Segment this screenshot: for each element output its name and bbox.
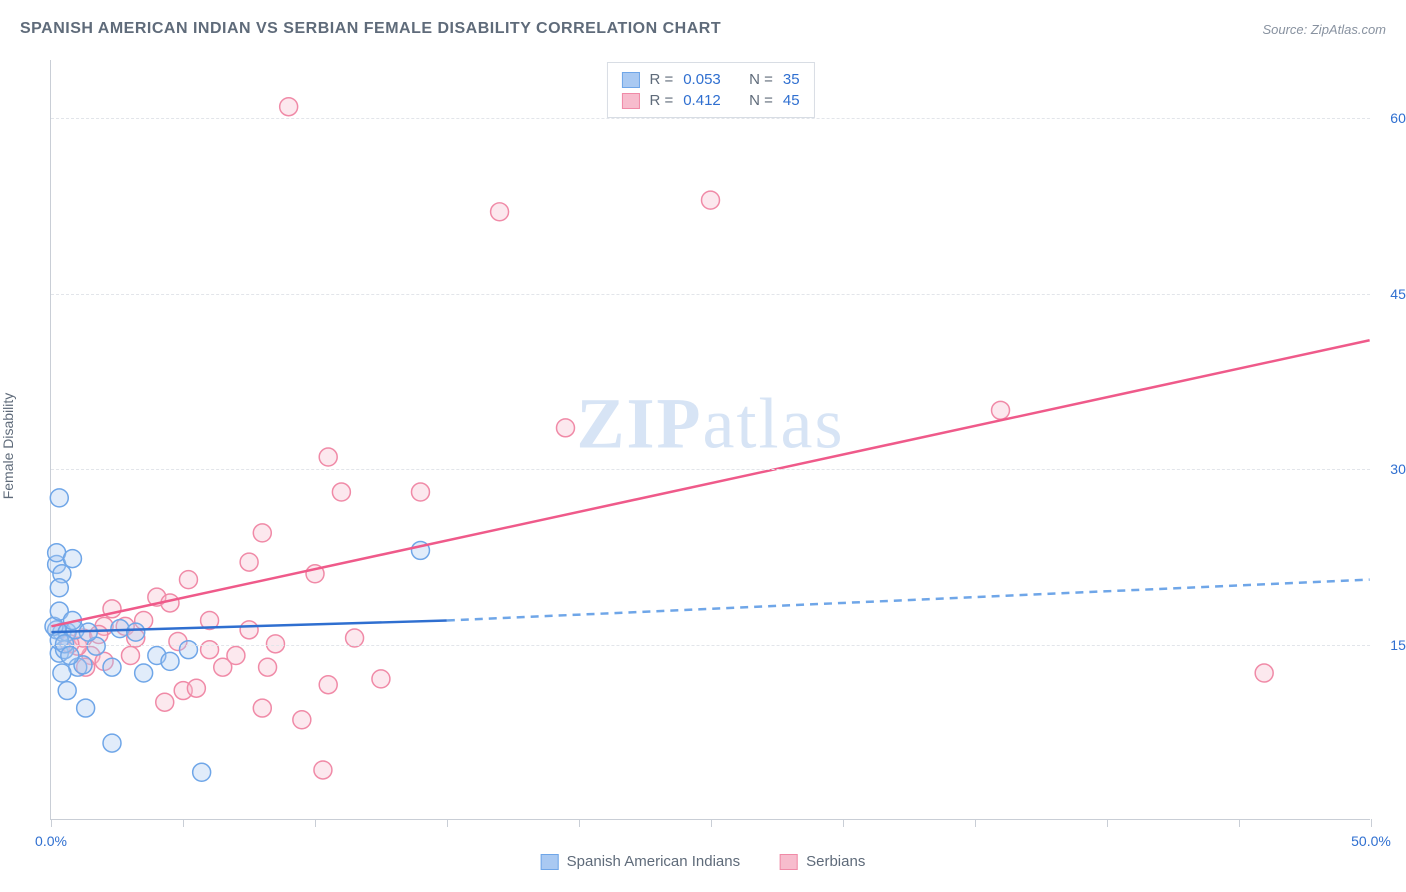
legend-item-series-b: Serbians	[780, 853, 865, 870]
r-label: R =	[649, 71, 673, 88]
data-point	[179, 571, 197, 589]
swatch-series-b-icon	[780, 854, 798, 870]
x-tick	[1107, 819, 1108, 827]
data-point	[319, 448, 337, 466]
legend-label-b: Serbians	[806, 853, 865, 870]
data-point	[702, 191, 720, 209]
data-point	[240, 553, 258, 571]
data-point	[372, 670, 390, 688]
y-tick-label: 15.0%	[1375, 637, 1406, 653]
data-point	[135, 664, 153, 682]
legend-item-series-a: Spanish American Indians	[541, 853, 740, 870]
data-point	[127, 623, 145, 641]
n-value-b: 45	[783, 92, 800, 109]
n-value-a: 35	[783, 71, 800, 88]
x-tick	[315, 819, 316, 827]
data-point	[53, 664, 71, 682]
trend-line	[447, 580, 1370, 621]
data-point	[332, 483, 350, 501]
swatch-series-a	[621, 72, 639, 88]
x-tick	[447, 819, 448, 827]
trend-line	[51, 340, 1369, 626]
data-point	[557, 419, 575, 437]
legend-row-series-a: R = 0.053 N = 35	[621, 69, 799, 90]
legend-label-a: Spanish American Indians	[567, 853, 740, 870]
data-point	[314, 761, 332, 779]
series-legend: Spanish American Indians Serbians	[531, 849, 876, 874]
data-point	[61, 647, 79, 665]
chart-title: SPANISH AMERICAN INDIAN VS SERBIAN FEMAL…	[20, 20, 721, 38]
data-point	[491, 203, 509, 221]
n-label: N =	[749, 71, 773, 88]
data-point	[240, 621, 258, 639]
data-point	[193, 763, 211, 781]
gridline	[51, 645, 1370, 646]
legend-row-series-b: R = 0.412 N = 45	[621, 90, 799, 111]
y-tick-label: 60.0%	[1375, 110, 1406, 126]
r-label: R =	[649, 92, 673, 109]
data-point	[77, 699, 95, 717]
data-point	[103, 734, 121, 752]
data-point	[319, 676, 337, 694]
data-point	[187, 679, 205, 697]
x-tick	[843, 819, 844, 827]
data-point	[111, 620, 129, 638]
scatter-svg	[51, 60, 1370, 819]
data-point	[411, 483, 429, 501]
x-tick	[1371, 819, 1372, 827]
source-attribution: Source: ZipAtlas.com	[1262, 22, 1386, 37]
n-label: N =	[749, 92, 773, 109]
r-value-b: 0.412	[683, 92, 721, 109]
x-tick-label: 50.0%	[1351, 833, 1391, 849]
data-point	[156, 693, 174, 711]
data-point	[253, 524, 271, 542]
data-point	[227, 647, 245, 665]
data-point	[992, 401, 1010, 419]
gridline	[51, 118, 1370, 119]
chart-container: SPANISH AMERICAN INDIAN VS SERBIAN FEMAL…	[0, 0, 1406, 892]
y-axis-label: Female Disability	[0, 393, 16, 500]
gridline	[51, 294, 1370, 295]
x-tick	[975, 819, 976, 827]
x-tick	[183, 819, 184, 827]
x-tick	[579, 819, 580, 827]
x-tick	[1239, 819, 1240, 827]
data-point	[201, 641, 219, 659]
swatch-series-b	[621, 93, 639, 109]
data-point	[280, 98, 298, 116]
data-point	[103, 658, 121, 676]
data-point	[293, 711, 311, 729]
data-point	[259, 658, 277, 676]
data-point	[1255, 664, 1273, 682]
data-point	[161, 652, 179, 670]
data-point	[50, 579, 68, 597]
y-tick-label: 30.0%	[1375, 461, 1406, 477]
data-point	[121, 647, 139, 665]
title-bar: SPANISH AMERICAN INDIAN VS SERBIAN FEMAL…	[20, 20, 1386, 38]
y-tick-label: 45.0%	[1375, 286, 1406, 302]
data-point	[58, 682, 76, 700]
data-point	[179, 641, 197, 659]
r-value-a: 0.053	[683, 71, 721, 88]
data-point	[50, 489, 68, 507]
data-point	[63, 550, 81, 568]
correlation-legend: R = 0.053 N = 35 R = 0.412 N = 45	[606, 62, 814, 118]
data-point	[253, 699, 271, 717]
x-tick-label: 0.0%	[35, 833, 67, 849]
gridline	[51, 469, 1370, 470]
x-tick	[51, 819, 52, 827]
x-tick	[711, 819, 712, 827]
plot-area: ZIPatlas R = 0.053 N = 35 R = 0.412 N = …	[50, 60, 1370, 820]
swatch-series-a-icon	[541, 854, 559, 870]
